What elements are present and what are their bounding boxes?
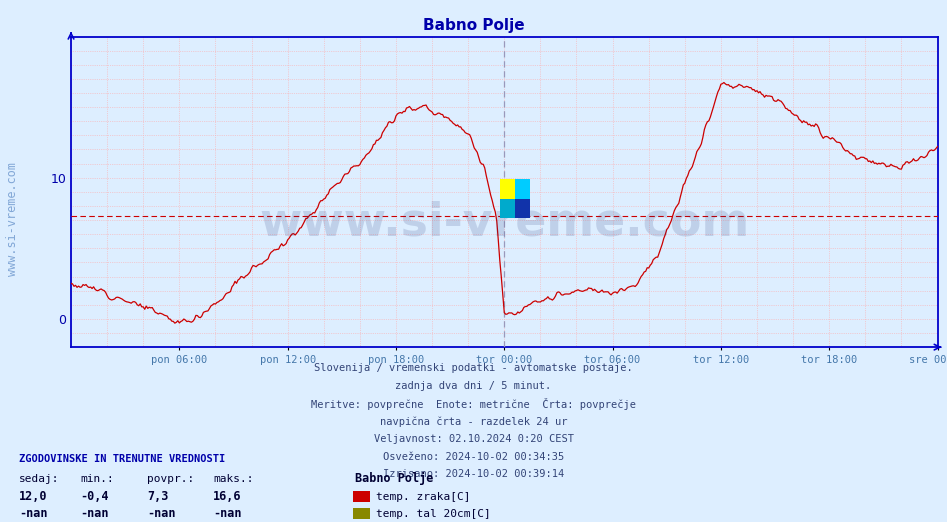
Text: Babno Polje: Babno Polje bbox=[422, 18, 525, 33]
Text: -nan: -nan bbox=[19, 507, 47, 520]
Text: www.si-vreme.com: www.si-vreme.com bbox=[6, 162, 19, 276]
Text: 12,0: 12,0 bbox=[19, 490, 47, 503]
Text: temp. zraka[C]: temp. zraka[C] bbox=[376, 492, 471, 502]
Text: -nan: -nan bbox=[80, 507, 109, 520]
Text: Babno Polje: Babno Polje bbox=[355, 472, 434, 485]
Text: min.:: min.: bbox=[80, 474, 115, 484]
Text: maks.:: maks.: bbox=[213, 474, 254, 484]
Text: Slovenija / vremenski podatki - avtomatske postaje.: Slovenija / vremenski podatki - avtomats… bbox=[314, 363, 633, 373]
Text: zadnja dva dni / 5 minut.: zadnja dva dni / 5 minut. bbox=[396, 381, 551, 390]
Text: Meritve: povprečne  Enote: metrične  Črta: povprečje: Meritve: povprečne Enote: metrične Črta:… bbox=[311, 398, 636, 410]
Text: Izrisano: 2024-10-02 00:39:14: Izrisano: 2024-10-02 00:39:14 bbox=[383, 469, 564, 479]
Bar bbox=[500, 199, 515, 218]
Text: -nan: -nan bbox=[213, 507, 241, 520]
Text: navpična črta - razdelek 24 ur: navpična črta - razdelek 24 ur bbox=[380, 416, 567, 426]
Text: temp. tal 20cm[C]: temp. tal 20cm[C] bbox=[376, 509, 491, 519]
Text: Osveženo: 2024-10-02 00:34:35: Osveženo: 2024-10-02 00:34:35 bbox=[383, 452, 564, 461]
Text: -0,4: -0,4 bbox=[80, 490, 109, 503]
Bar bbox=[500, 179, 515, 199]
Text: ZGODOVINSKE IN TRENUTNE VREDNOSTI: ZGODOVINSKE IN TRENUTNE VREDNOSTI bbox=[19, 454, 225, 464]
Text: povpr.:: povpr.: bbox=[147, 474, 194, 484]
Text: www.si-vreme.com: www.si-vreme.com bbox=[259, 200, 749, 245]
Text: 16,6: 16,6 bbox=[213, 490, 241, 503]
Bar bbox=[515, 199, 530, 218]
Bar bbox=[515, 179, 530, 199]
Text: -nan: -nan bbox=[147, 507, 175, 520]
Text: 7,3: 7,3 bbox=[147, 490, 169, 503]
Text: Veljavnost: 02.10.2024 0:20 CEST: Veljavnost: 02.10.2024 0:20 CEST bbox=[373, 434, 574, 444]
Text: sedaj:: sedaj: bbox=[19, 474, 60, 484]
